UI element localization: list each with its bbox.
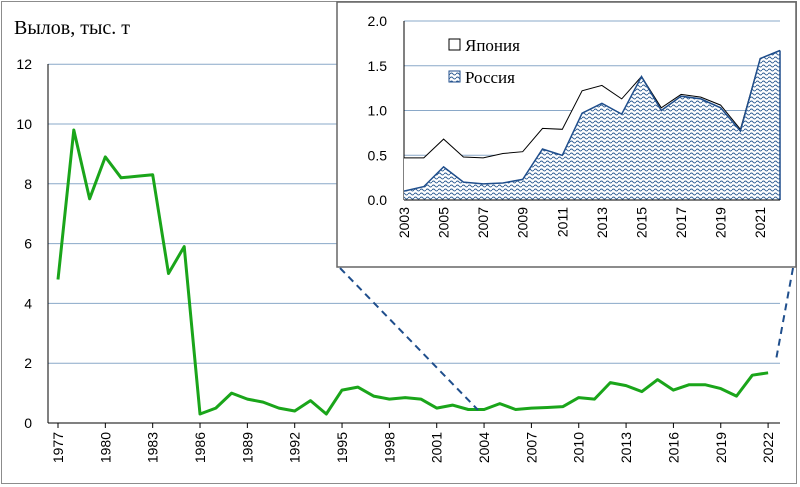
main-x-tick-label: 1998	[381, 432, 397, 463]
main-x-tick-labels: 1977 1980 1983 1986 1989 1992 1995 1998 2001 2004…	[50, 432, 776, 463]
legend-label-russia: Россия	[465, 68, 515, 87]
inset-x-tick-label: 2015	[633, 207, 649, 238]
inset-x-tick-label: 2021	[752, 207, 768, 238]
main-series-line	[56, 128, 769, 416]
inset-x-tick-label: 2007	[475, 207, 491, 238]
main-x-tick-label: 1983	[145, 432, 161, 463]
inset-x-tick-label: 2005	[436, 207, 452, 238]
main-x-tick-label: 2022	[760, 432, 776, 463]
inset-x-tick-label: 2003	[396, 207, 412, 238]
main-data-points	[57, 129, 769, 415]
inset-x-tick-labels: 2003 2005 2007 2009 2011 2013 2015 2017 2019 2021	[396, 207, 768, 238]
main-x-tick-label: 1980	[97, 432, 113, 463]
zoom-connector-left	[339, 267, 479, 411]
main-y-tick-label: 2	[24, 355, 32, 371]
inset-x-tick-label: 2011	[554, 207, 570, 237]
main-y-tick-label: 12	[16, 56, 32, 72]
main-x-tick-label: 1977	[50, 432, 66, 463]
main-y-tick-labels: 0 2 4 6 8 10 12	[16, 56, 32, 431]
line-japan	[404, 50, 781, 159]
legend-label-japan: Япония	[465, 36, 520, 55]
inset-areas	[403, 49, 781, 200]
main-x-tick-label: 2001	[429, 432, 445, 463]
main-x-tick-marks	[57, 423, 769, 428]
main-y-tick-label: 6	[24, 236, 32, 252]
zoom-connector-right	[775, 267, 794, 361]
main-x-tick-label: 2004	[476, 432, 492, 463]
legend-swatch-russia	[448, 70, 461, 83]
line-russia	[403, 49, 781, 192]
main-y-tick-label: 4	[24, 295, 32, 311]
main-x-tick-label: 1992	[287, 432, 303, 463]
main-x-tick-label: 2007	[523, 432, 539, 463]
inset-y-tick-labels: 0.0 0.5 1.0 1.5 2.0	[368, 13, 388, 208]
main-y-tick-label: 10	[16, 116, 32, 132]
main-x-tick-label: 1995	[334, 432, 350, 463]
inset-x-tick-label: 2019	[713, 207, 729, 238]
inset-y-tick-label: 2.0	[368, 13, 388, 29]
legend-swatch-japan	[448, 38, 461, 51]
main-y-tick-label: 0	[24, 415, 32, 431]
inset-x-tick-label: 2009	[515, 207, 531, 238]
inset-x-tick-label: 2017	[673, 207, 689, 238]
inset-y-tick-label: 0.0	[368, 192, 388, 208]
main-x-tick-label: 2010	[571, 432, 587, 463]
inset-y-tick-label: 0.5	[368, 147, 388, 163]
main-x-tick-label: 2019	[713, 432, 729, 463]
main-x-tick-label: 2013	[618, 432, 634, 463]
inset-x-tick-label: 2013	[594, 207, 610, 238]
main-x-tick-label: 2016	[665, 432, 681, 463]
inset-y-tick-label: 1.0	[368, 103, 388, 119]
main-x-tick-label: 1989	[239, 432, 255, 463]
main-x-tick-label: 1986	[192, 432, 208, 463]
inset-y-tick-label: 1.5	[368, 58, 388, 74]
area-russia	[404, 50, 780, 200]
main-y-axis-title: Вылов, тыс. т	[14, 17, 130, 39]
main-y-tick-label: 8	[24, 176, 32, 192]
